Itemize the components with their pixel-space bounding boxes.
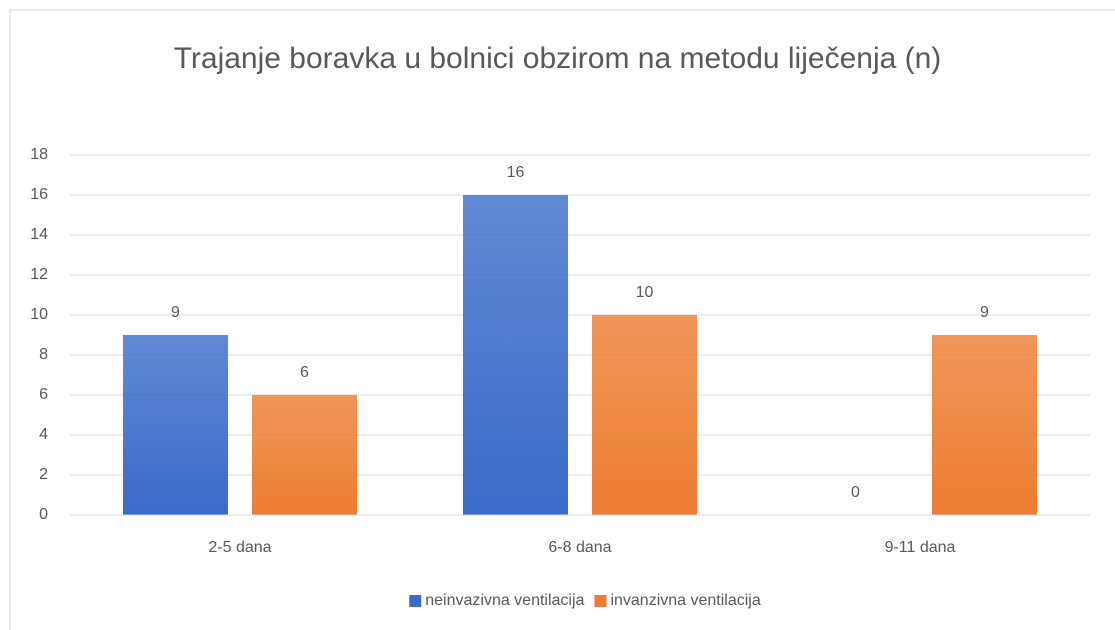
legend-swatch bbox=[409, 595, 422, 607]
y-tick-label: 12 bbox=[30, 266, 48, 283]
y-tick-label: 14 bbox=[30, 226, 48, 243]
y-tick-label: 8 bbox=[39, 346, 48, 363]
x-tick-label: 6-8 dana bbox=[548, 539, 611, 556]
y-tick-label: 0 bbox=[39, 506, 48, 523]
x-tick-label: 2-5 dana bbox=[208, 539, 271, 556]
chart-title: Trajanje boravka u bolnici obzirom na me… bbox=[173, 42, 942, 75]
y-tick-label: 4 bbox=[39, 426, 48, 443]
data-label: 16 bbox=[507, 164, 525, 181]
legend-label: invanzivna ventilacija bbox=[610, 592, 760, 609]
y-tick-label: 18 bbox=[30, 146, 48, 163]
chart-border bbox=[9, 9, 1115, 630]
bar bbox=[463, 195, 568, 515]
data-label: 9 bbox=[171, 304, 180, 321]
y-tick-label: 2 bbox=[39, 466, 48, 483]
data-label: 10 bbox=[636, 284, 654, 301]
data-label: 0 bbox=[851, 484, 860, 501]
legend-swatch bbox=[594, 595, 607, 607]
y-tick-label: 6 bbox=[39, 386, 48, 403]
bar bbox=[592, 315, 697, 515]
bar bbox=[123, 335, 228, 515]
bar bbox=[932, 335, 1037, 515]
data-label: 6 bbox=[300, 364, 309, 381]
x-tick-label: 9-11 dana bbox=[885, 539, 956, 556]
legend-label: neinvazivna ventilacija bbox=[425, 592, 584, 609]
y-tick-label: 10 bbox=[30, 306, 48, 323]
y-tick-label: 16 bbox=[30, 186, 48, 203]
data-label: 9 bbox=[980, 304, 989, 321]
title-box: Trajanje boravka u bolnici obzirom na me… bbox=[0, 36, 1115, 82]
bar bbox=[252, 395, 357, 515]
